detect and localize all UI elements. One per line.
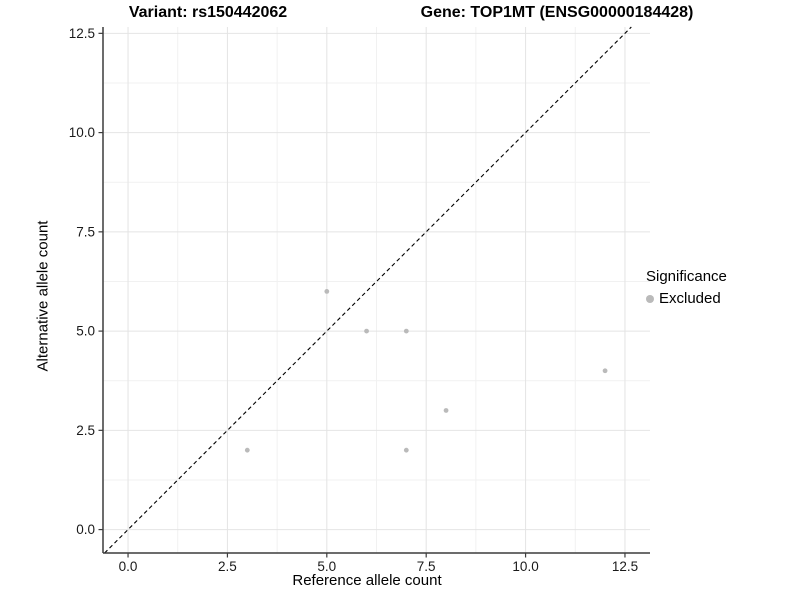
y-tick-label: 2.5 (76, 423, 95, 438)
x-axis-label: Reference allele count (292, 572, 442, 589)
y-tick-label: 10.0 (69, 125, 95, 140)
data-point (324, 288, 330, 294)
legend-item-label: Excluded (659, 290, 721, 307)
x-tick-label: 12.5 (612, 559, 638, 574)
legend: Significance Excluded (646, 268, 727, 307)
data-point (364, 328, 369, 334)
x-tick-label: 10.0 (512, 559, 538, 574)
title-variant: Variant: rs150442062 (128, 4, 288, 21)
y-tick-label: 5.0 (76, 324, 95, 339)
data-point (403, 447, 409, 453)
y-tick-label: 0.0 (76, 522, 95, 537)
x-tick-label: 2.5 (218, 559, 237, 574)
data-point (602, 368, 608, 374)
data-point (244, 447, 250, 453)
y-axis-label: Alternative allele count (34, 220, 52, 372)
x-tick-label: 0.0 (119, 559, 138, 574)
y-tick-label: 12.5 (69, 26, 95, 41)
x-tick-label: 7.5 (417, 559, 436, 574)
data-point (403, 328, 409, 334)
data-point (443, 408, 449, 413)
legend-item-excluded: Excluded (646, 290, 727, 307)
excluded-point-icon (646, 294, 654, 303)
x-tick-label: 5.0 (317, 559, 336, 574)
identity-line (104, 26, 632, 554)
legend-title: Significance (646, 268, 727, 285)
y-tick-label: 7.5 (76, 224, 95, 239)
title-gene: Gene: TOP1MT (ENSG00000184428) (420, 4, 694, 21)
